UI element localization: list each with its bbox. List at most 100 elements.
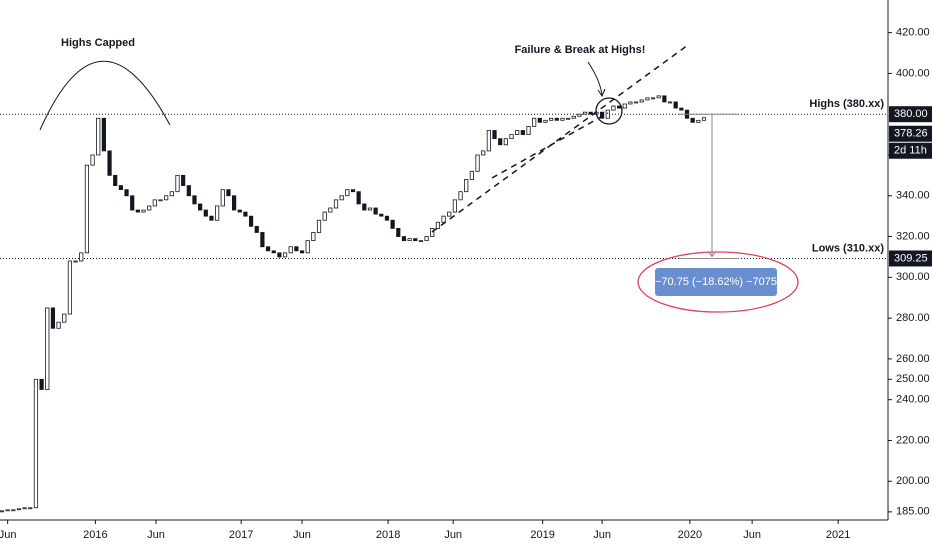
candle [169,191,174,197]
candle [560,117,565,121]
ellipse [637,251,799,313]
candle [373,207,378,215]
x-tick-label: 2019 [530,529,554,541]
candle [345,189,350,197]
candle [260,232,265,248]
candle [532,117,537,127]
candle [639,99,644,103]
candle [22,507,27,510]
candle [413,238,418,242]
y-tick-label: 340.00 [896,190,930,202]
candle [147,205,152,211]
candle [673,101,678,109]
candle [464,179,469,193]
candle [248,215,254,227]
candle [62,313,67,323]
candle [458,191,463,201]
price-box [889,125,932,142]
candle [469,170,474,180]
level-box [889,106,932,123]
trend-line [431,44,689,233]
candle [515,130,520,135]
candle [543,119,548,123]
x-tick-label: 2018 [376,529,400,541]
candle [316,219,322,233]
arc [39,60,171,131]
candle [690,117,695,123]
x-tick-label: Jun [147,529,165,541]
candle [367,207,373,211]
candle [599,111,605,119]
candle [628,101,633,105]
candle [696,119,701,123]
candle [282,252,288,258]
candle [33,378,39,509]
y-tick-label: 185.00 [896,506,930,518]
candle [203,209,208,217]
candle [311,232,316,242]
candle [118,185,123,191]
candle [486,130,491,152]
candle [407,238,412,242]
candle [215,205,220,221]
candle [554,117,559,121]
candle [45,307,50,390]
candle [322,211,327,221]
candle [418,240,424,243]
candle [28,507,33,510]
candle [379,213,384,217]
candle [390,219,395,229]
y-tick-label: 200.00 [896,475,930,487]
measure-arrow [707,251,717,258]
candle [384,215,390,221]
candle [130,195,135,211]
y-tick-label: 420.00 [896,27,930,39]
candle [452,199,457,213]
candle [271,250,276,254]
x-tick-label: Jun [293,529,311,541]
candle [175,174,180,193]
candle [56,321,61,329]
candle [701,117,707,121]
candle [96,117,101,156]
candle [583,111,588,115]
candle [299,250,305,254]
candle [611,105,616,111]
y-tick-label: 260.00 [896,353,930,365]
candle [577,113,582,117]
x-tick-label: 2021 [826,529,850,541]
candle [90,154,95,166]
countdown: 2d 11h [894,145,927,157]
measure-label: −70.75 (−18.62%) −7075 [655,276,777,288]
level-label: 309.25 [894,252,928,264]
x-tick-label: Jun [0,529,17,541]
annotation: Highs Capped [61,37,135,49]
candle [164,195,169,201]
x-tick-label: 2017 [229,529,253,541]
candle [305,240,310,254]
candle [503,138,508,146]
level-name: Highs (380.xx) [809,98,884,110]
candle [141,209,146,213]
candle [288,246,293,254]
candle [526,126,531,135]
candle [243,211,248,217]
candle [475,154,480,172]
candle [650,97,656,100]
x-tick-label: Jun [743,529,761,541]
candle [101,117,106,152]
candle [509,134,514,140]
x-tick-label: 2016 [83,529,107,541]
candle [294,246,299,252]
candle [11,509,16,512]
y-tick-label: 320.00 [896,230,930,242]
candle [435,221,441,229]
candle [401,236,407,242]
candle [328,207,333,213]
candle [616,105,622,109]
candle [667,101,673,104]
candle [656,95,661,99]
candle [441,215,446,223]
